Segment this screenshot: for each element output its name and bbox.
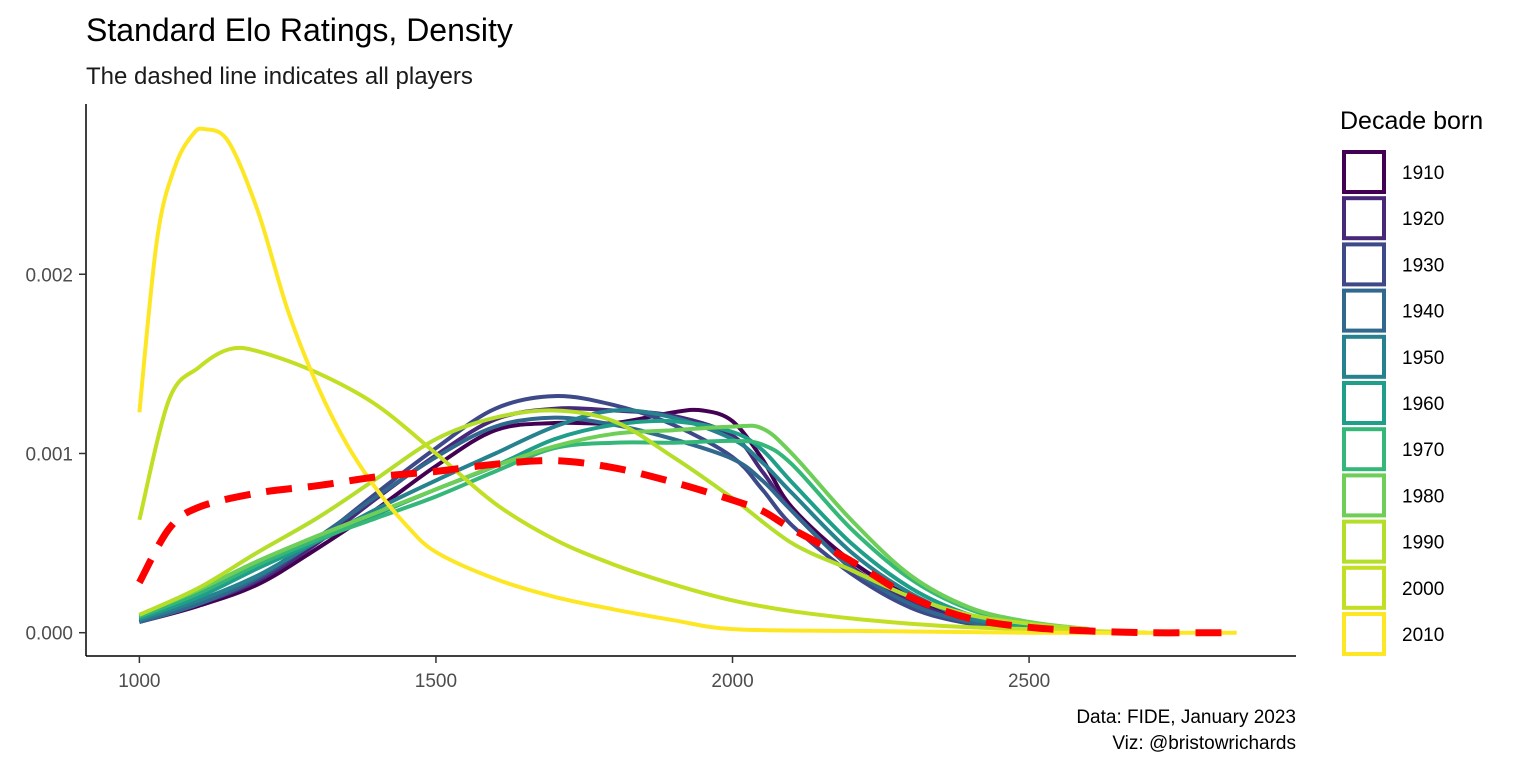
series-line-1980 bbox=[138, 423, 1089, 632]
series-line-2000 bbox=[137, 345, 1148, 635]
legend-label-2010: 2010 bbox=[1402, 625, 1444, 646]
legend-key-1910 bbox=[1342, 150, 1386, 194]
legend-key-1940 bbox=[1342, 288, 1386, 333]
chart-title: Standard Elo Ratings, Density bbox=[86, 12, 513, 48]
legend-label-1940: 1940 bbox=[1402, 302, 1444, 323]
legend-label-1970: 1970 bbox=[1402, 440, 1444, 461]
series-line-2010 bbox=[137, 126, 1237, 635]
legend: 1910 1920 1930 1940 1950 1960 1970 1980 1990 2000… bbox=[1342, 150, 1444, 656]
x-tick-label: 1500 bbox=[415, 671, 457, 692]
plot-lines bbox=[136, 126, 1237, 637]
y-tick-label: 0.001 bbox=[25, 444, 73, 465]
legend-label-1950: 1950 bbox=[1402, 348, 1444, 369]
series-line-1910 bbox=[138, 407, 1030, 632]
series-line-1960 bbox=[138, 418, 1030, 630]
legend-label-1960: 1960 bbox=[1402, 394, 1444, 415]
legend-key-1980 bbox=[1342, 473, 1386, 518]
x-tick-label: 2500 bbox=[1008, 671, 1050, 692]
series-line-1970 bbox=[138, 438, 1089, 632]
legend-key-1960 bbox=[1342, 381, 1386, 425]
legend-key-1990 bbox=[1342, 519, 1386, 564]
y-tick-label: 0.000 bbox=[25, 624, 73, 645]
legend-label-1990: 1990 bbox=[1402, 533, 1444, 554]
legend-label-1910: 1910 bbox=[1402, 163, 1444, 184]
series-line-1950 bbox=[138, 408, 1030, 630]
legend-label-1920: 1920 bbox=[1402, 209, 1444, 230]
legend-key-1920 bbox=[1342, 196, 1386, 241]
series-line-all-players bbox=[136, 457, 1237, 637]
series-line-1940 bbox=[138, 415, 1030, 632]
chart-subtitle: The dashed line indicates all players bbox=[86, 63, 473, 90]
legend-title: Decade born bbox=[1340, 107, 1483, 135]
x-tick-label: 1000 bbox=[118, 671, 160, 692]
x-tick-label: 2000 bbox=[711, 671, 753, 692]
legend-label-2000: 2000 bbox=[1402, 579, 1444, 600]
axes: 1000 1500 2000 2500 0.000 0.001 0.002 bbox=[25, 265, 1050, 692]
legend-key-1970 bbox=[1342, 427, 1386, 472]
legend-key-1930 bbox=[1342, 242, 1386, 287]
caption-source: Data: FIDE, January 2023 bbox=[1076, 707, 1296, 728]
legend-key-2000 bbox=[1342, 565, 1386, 610]
legend-label-1980: 1980 bbox=[1402, 486, 1444, 507]
legend-key-2010 bbox=[1342, 612, 1386, 656]
caption-viz: Viz: @bristowrichards bbox=[1112, 733, 1296, 754]
y-tick-label: 0.002 bbox=[25, 265, 73, 286]
legend-key-1950 bbox=[1342, 334, 1386, 379]
legend-label-1930: 1930 bbox=[1402, 255, 1444, 276]
